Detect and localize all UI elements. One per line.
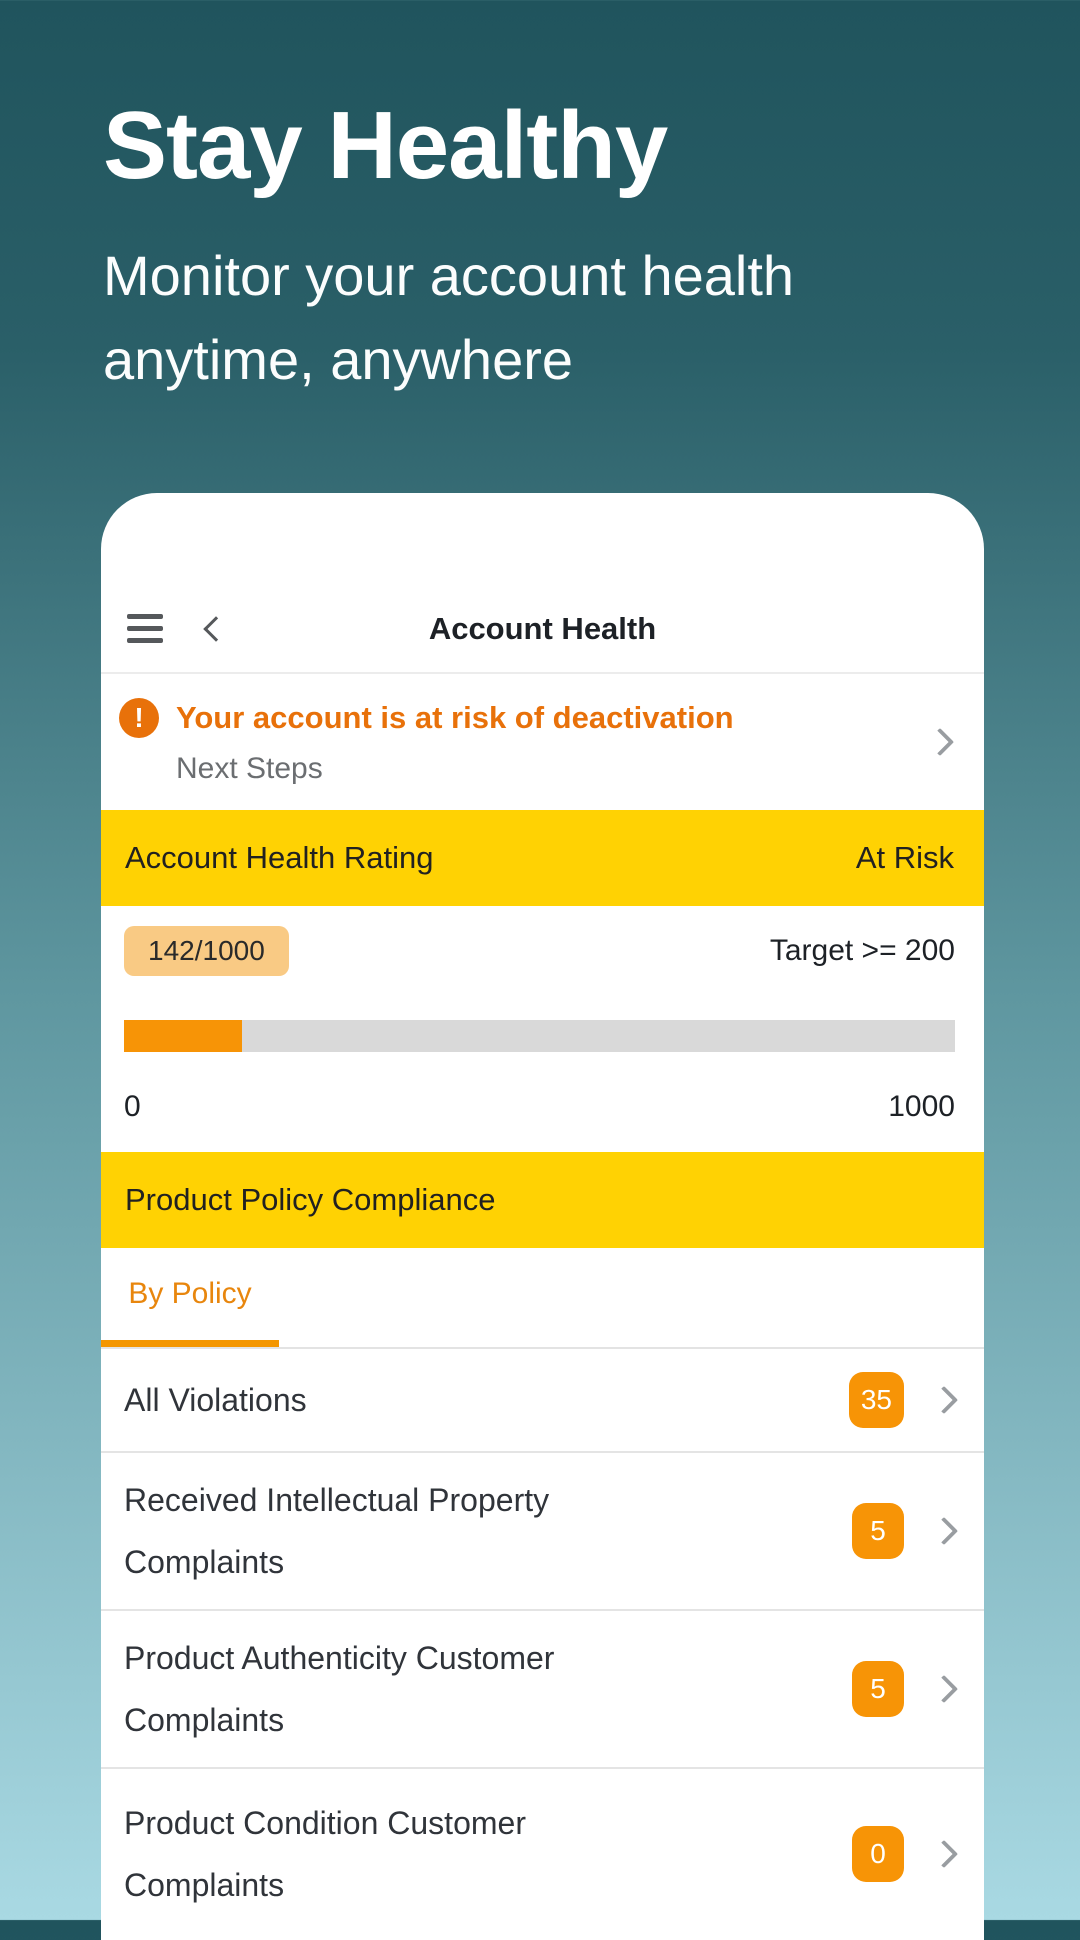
row-intellectual-property-complaints[interactable]: Received Intellectual Property Complaint…: [101, 1453, 984, 1611]
row-all-violations[interactable]: All Violations 35: [101, 1349, 984, 1453]
alert-exclamation-icon: !: [119, 698, 159, 738]
row-label: All Violations: [124, 1382, 307, 1418]
scale-min-label: 0: [124, 1090, 141, 1123]
app-nav-bar: Account Health: [101, 493, 984, 674]
scale-max-label: 1000: [888, 1090, 955, 1123]
count-badge: 35: [848, 1372, 904, 1428]
rating-section-header: Account Health Rating At Risk: [101, 810, 984, 906]
health-progress-bar: [124, 1020, 955, 1052]
compliance-header-label: Product Policy Compliance: [125, 1182, 496, 1217]
hero-subtitle: Monitor your account health anytime, any…: [103, 243, 795, 391]
health-progress-fill: [124, 1020, 242, 1052]
phone-mockup-card: Account Health ! Your account is at risk…: [101, 493, 984, 1940]
count-badge: 0: [852, 1826, 904, 1882]
row-label: Product Authenticity Customer Complaints: [124, 1640, 555, 1738]
count-badge: 5: [852, 1503, 904, 1559]
row-label: Product Condition Customer Complaints: [124, 1805, 526, 1903]
tab-by-policy[interactable]: By Policy: [101, 1248, 279, 1347]
hamburger-menu-icon[interactable]: [127, 614, 163, 643]
chevron-right-icon[interactable]: [929, 1674, 959, 1704]
deactivation-alert-banner[interactable]: ! Your account is at risk of deactivatio…: [101, 674, 984, 810]
hero-section: Stay Healthy Monitor your account health…: [103, 0, 1003, 402]
compliance-section-header: Product Policy Compliance: [101, 1152, 984, 1248]
chevron-right-icon[interactable]: [925, 727, 955, 757]
chevron-right-icon[interactable]: [929, 1839, 959, 1869]
score-badge: 142/1000: [124, 926, 289, 976]
rating-details: 142/1000 Target >= 200 0 1000: [101, 926, 984, 1152]
row-label: Received Intellectual Property Complaint…: [124, 1482, 550, 1580]
compliance-tab-bar: By Policy: [101, 1248, 984, 1349]
row-product-authenticity-complaints[interactable]: Product Authenticity Customer Complaints…: [101, 1611, 984, 1769]
chevron-right-icon[interactable]: [929, 1385, 959, 1415]
alert-title: Your account is at risk of deactivation: [176, 700, 734, 735]
chevron-right-icon[interactable]: [929, 1516, 959, 1546]
row-product-condition-complaints[interactable]: Product Condition Customer Complaints 0: [101, 1769, 984, 1939]
rating-status-badge: At Risk: [855, 840, 954, 875]
page-title: Account Health: [428, 610, 657, 646]
alert-next-steps-label: Next Steps: [176, 752, 323, 785]
rating-header-label: Account Health Rating: [125, 840, 434, 875]
target-label: Target >= 200: [769, 934, 955, 967]
count-badge: 5: [852, 1661, 904, 1717]
hero-title: Stay Healthy: [103, 92, 668, 199]
